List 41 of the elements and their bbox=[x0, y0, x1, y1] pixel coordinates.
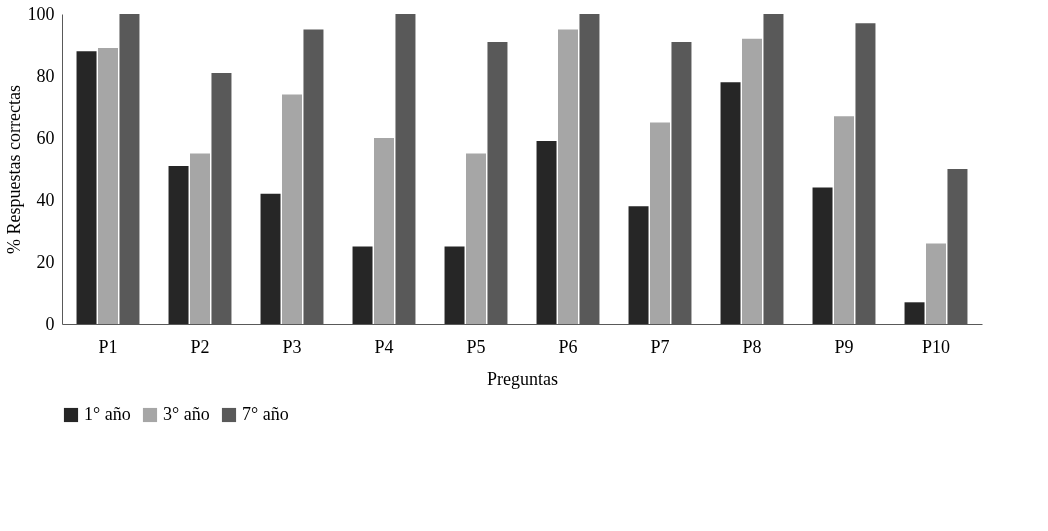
bar bbox=[720, 82, 741, 324]
x-tick-label: P1 bbox=[98, 336, 118, 357]
y-tick-label: 100 bbox=[27, 3, 55, 24]
bar bbox=[536, 141, 557, 324]
bar bbox=[76, 51, 97, 324]
bar bbox=[926, 243, 946, 324]
bar bbox=[282, 94, 302, 324]
y-tick-label: 80 bbox=[36, 65, 55, 86]
bar bbox=[168, 165, 189, 324]
x-axis-title: Preguntas bbox=[487, 368, 558, 389]
x-tick-label: P4 bbox=[374, 336, 394, 357]
bar bbox=[260, 193, 281, 324]
x-tick-label: P8 bbox=[742, 336, 762, 357]
legend-label: 1° año bbox=[84, 404, 131, 424]
bar bbox=[628, 206, 649, 324]
x-tick-label: P5 bbox=[466, 336, 486, 357]
bar bbox=[558, 29, 578, 324]
x-tick-label: P2 bbox=[190, 336, 210, 357]
x-tick-label: P7 bbox=[650, 336, 670, 357]
bar bbox=[444, 246, 465, 324]
x-tick-label: P6 bbox=[558, 336, 578, 357]
x-tick-label: P3 bbox=[282, 336, 302, 357]
y-axis-title: % Respuestas correctas bbox=[3, 85, 24, 254]
bar bbox=[812, 187, 833, 324]
bar bbox=[466, 153, 486, 324]
bar bbox=[904, 302, 925, 324]
bar bbox=[352, 246, 373, 324]
bar bbox=[742, 38, 762, 324]
x-tick-label: P10 bbox=[921, 336, 951, 357]
x-tick-label: P9 bbox=[834, 336, 854, 357]
y-tick-label: 20 bbox=[36, 251, 55, 272]
y-tick-label: 60 bbox=[36, 127, 55, 148]
bar bbox=[374, 138, 394, 324]
bar bbox=[190, 153, 210, 324]
y-tick-label: 40 bbox=[36, 189, 55, 210]
bar bbox=[98, 48, 118, 324]
legend-label: 7° año bbox=[242, 404, 289, 424]
bar bbox=[650, 122, 670, 324]
y-tick-label: 0 bbox=[45, 313, 55, 334]
legend-label: 3° año bbox=[163, 404, 210, 424]
bar bbox=[834, 116, 854, 324]
